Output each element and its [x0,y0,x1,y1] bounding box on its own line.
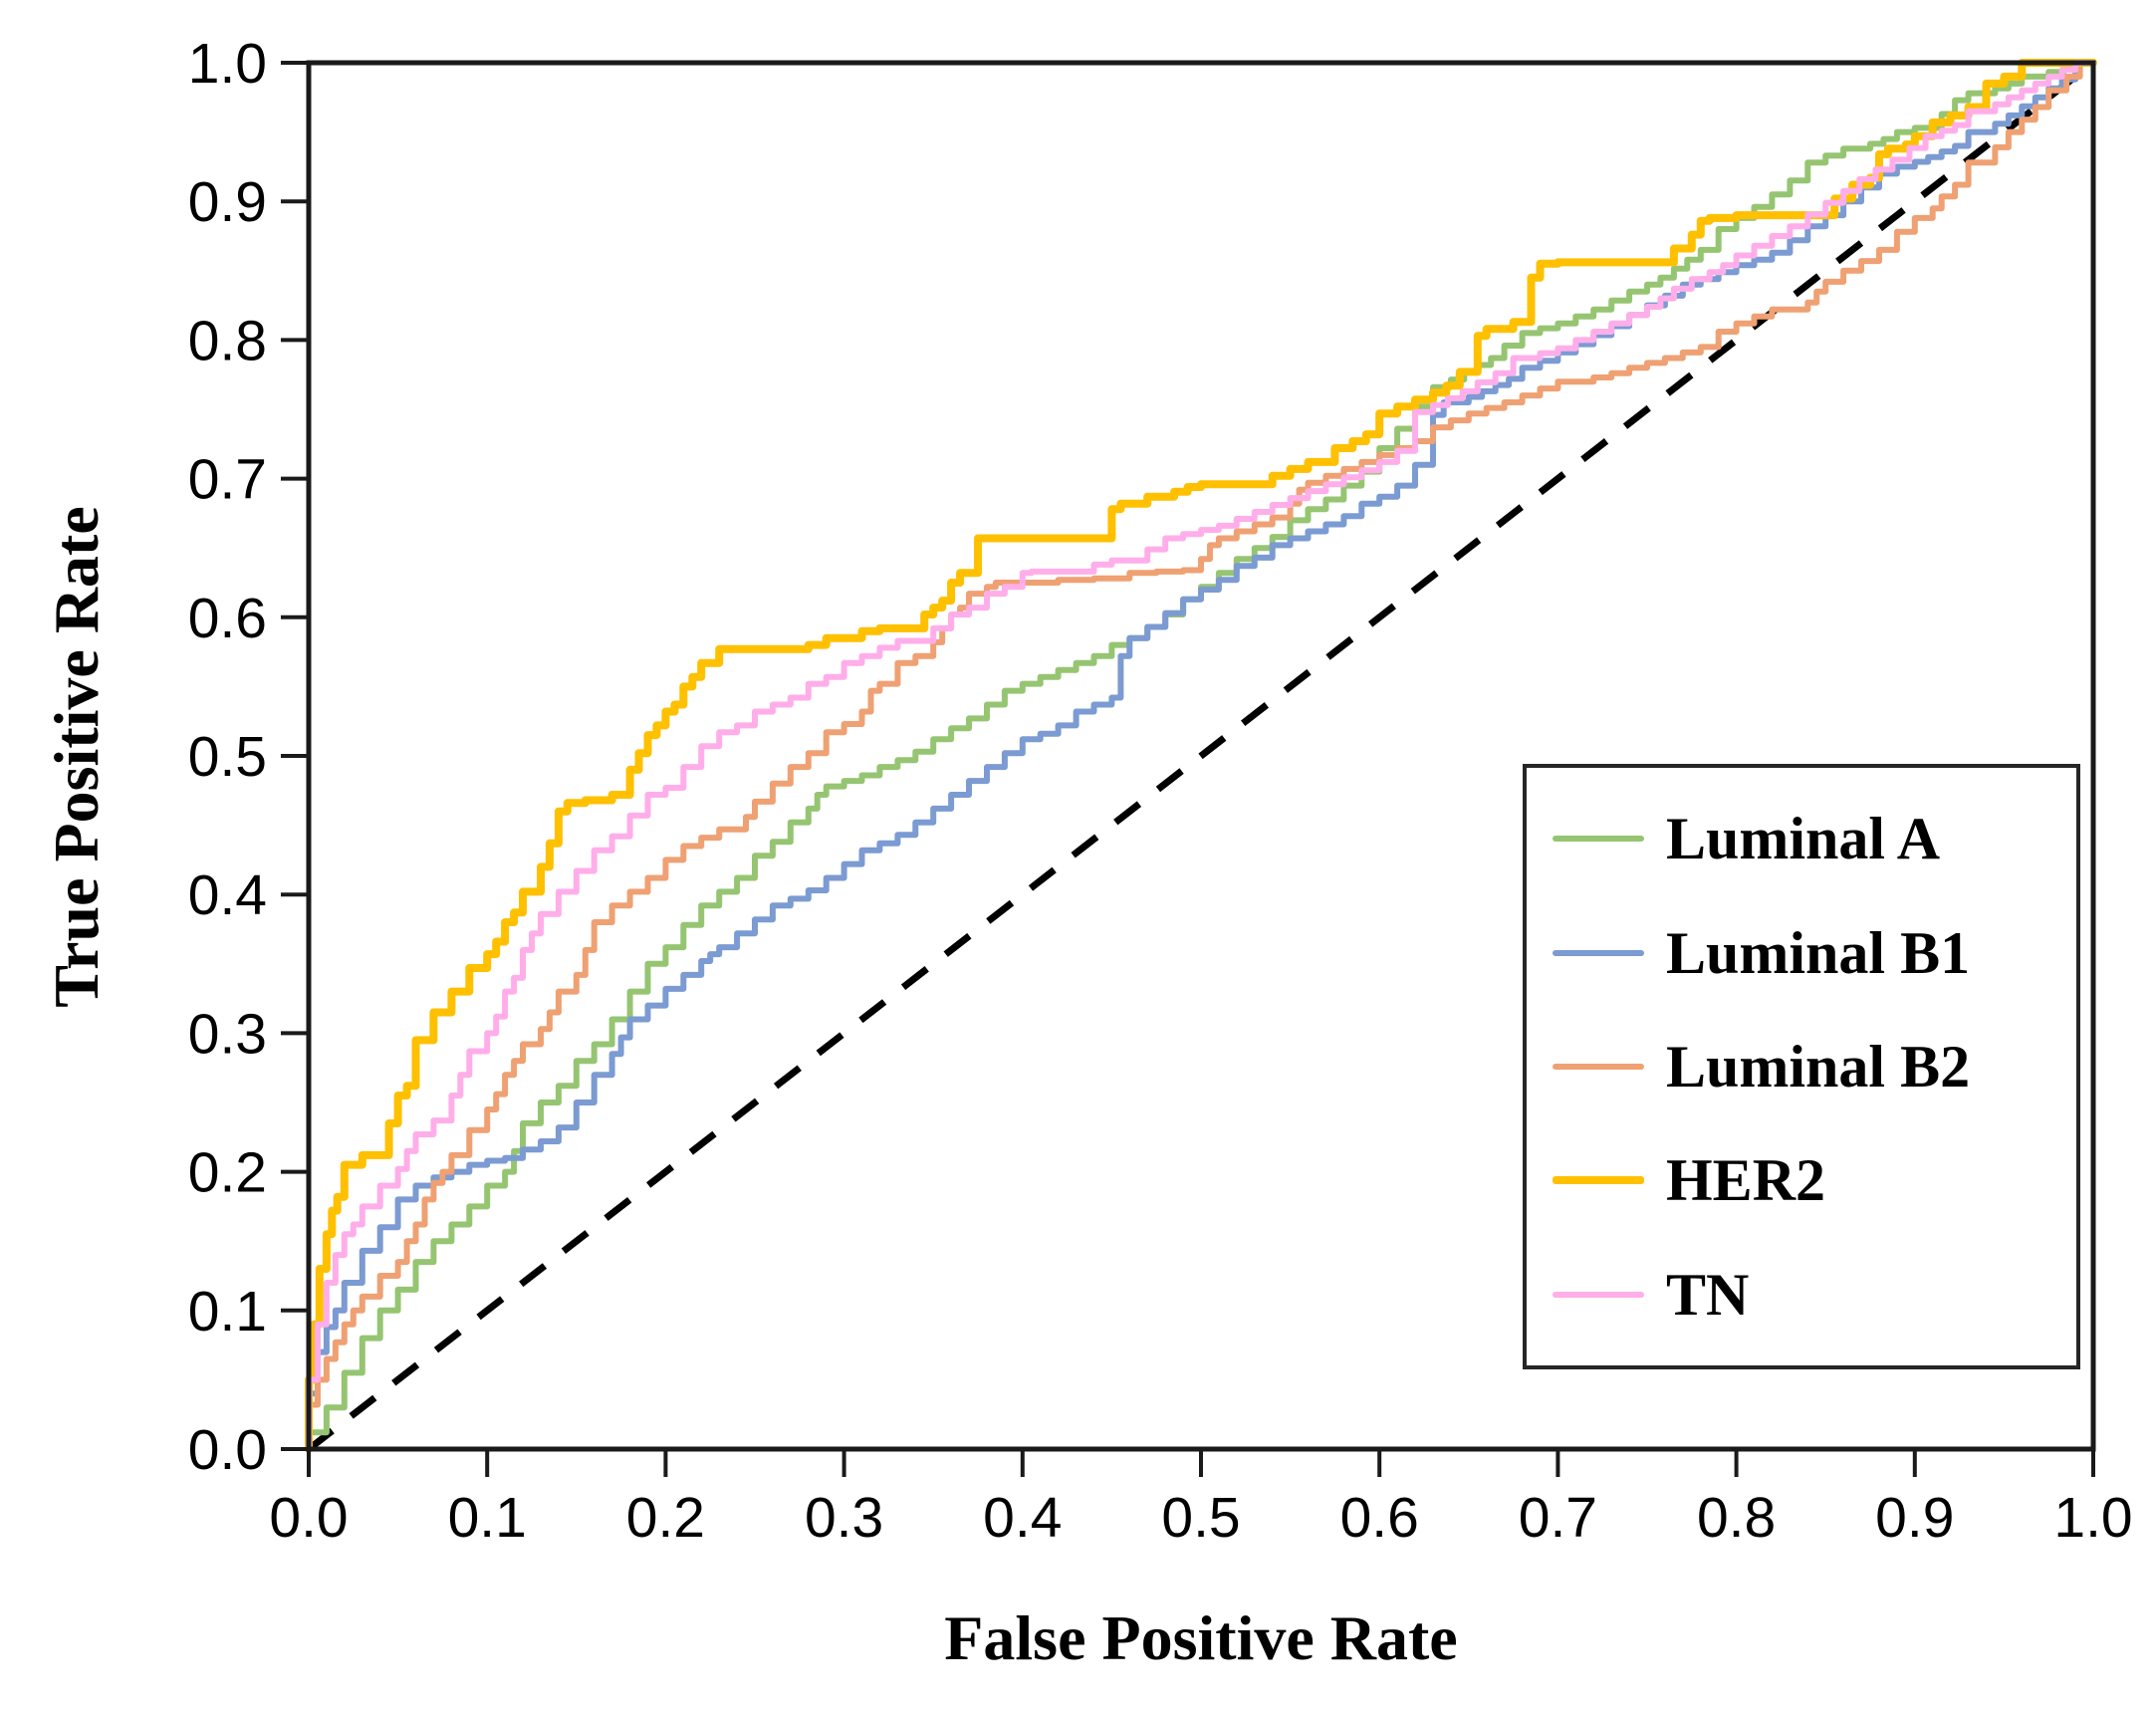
y-tick-label: 0.2 [188,1141,267,1205]
legend-line-swatch [1553,949,1644,956]
series-line-tn [306,60,2096,1452]
legend: Luminal A Luminal B1 Luminal B2 HER2 TN [1523,764,2080,1369]
series-line-luminal-b2 [306,60,2096,1452]
y-tick-label: 0.0 [188,1418,267,1482]
x-tick-label: 0.4 [983,1486,1062,1550]
y-tick-label: 0.7 [188,448,267,512]
y-axis-title: True Positive Rate [41,506,112,1008]
legend-label: TN [1666,1261,1750,1328]
legend-item-luminal-b2: Luminal B2 [1553,1037,2076,1097]
legend-label: Luminal A [1666,806,1941,872]
y-tick-label: 0.3 [188,1002,267,1066]
legend-line-swatch [1553,1176,1644,1185]
y-tick-label: 0.6 [188,587,267,650]
legend-item-luminal-a: Luminal A [1553,809,2076,868]
x-tick-label: 0.2 [626,1486,705,1550]
y-tick-label: 1.0 [188,32,267,96]
x-tick-label: 0.3 [805,1486,883,1550]
legend-label: Luminal B2 [1666,1033,1971,1100]
series-line-luminal-b1 [306,60,2096,1452]
chance-diagonal [306,60,2096,1452]
legend-line-swatch [1553,1063,1644,1070]
legend-label: HER2 [1666,1147,1826,1214]
x-tick-label: 1.0 [2053,1486,2132,1550]
legend-item-luminal-b1: Luminal B1 [1553,923,2076,983]
x-tick-label: 0.1 [448,1486,527,1550]
x-tick-label: 0.0 [269,1486,348,1550]
y-tick-label: 0.8 [188,309,267,372]
x-tick-label: 0.8 [1697,1486,1776,1550]
y-tick-label: 0.4 [188,863,267,927]
legend-item-tn: TN [1553,1265,2076,1325]
series-line-her2 [305,59,2097,1453]
x-tick-label: 0.6 [1340,1486,1419,1550]
y-tick-label: 0.5 [188,725,267,789]
x-tick-label: 0.5 [1161,1486,1240,1550]
legend-line-swatch [1553,1291,1644,1298]
x-tick-label: 0.9 [1875,1486,1954,1550]
legend-item-her2: HER2 [1553,1150,2076,1210]
x-axis-title: False Positive Rate [944,1602,1458,1673]
legend-label: Luminal B1 [1666,919,1971,986]
y-tick-label: 0.1 [188,1280,267,1344]
legend-line-swatch [1553,836,1644,843]
x-tick-label: 0.7 [1519,1486,1597,1550]
y-tick-label: 0.9 [188,170,267,234]
